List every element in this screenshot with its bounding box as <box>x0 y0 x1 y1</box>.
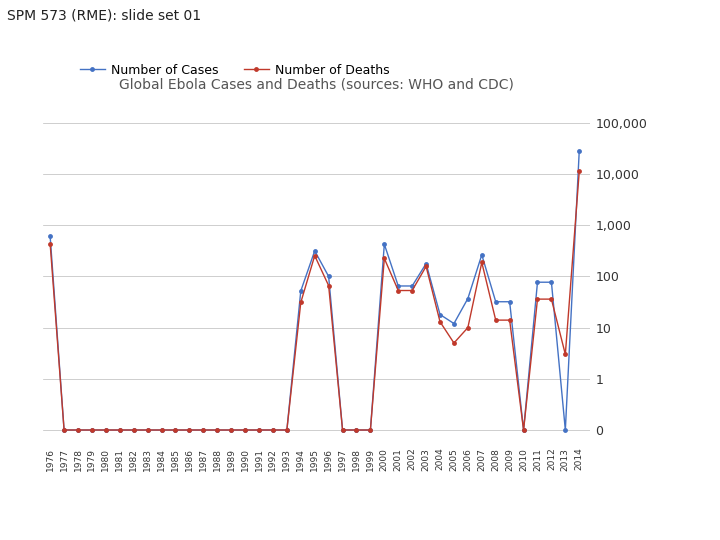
Number of Cases <box>199 427 207 433</box>
Number of Deaths <box>73 427 82 433</box>
Number of Cases <box>408 283 416 289</box>
Number of Cases <box>477 252 486 258</box>
Number of Deaths <box>352 427 361 433</box>
Number of Deaths <box>282 427 291 433</box>
Number of Cases <box>575 147 584 154</box>
Number of Deaths <box>477 259 486 266</box>
Number of Cases <box>338 427 347 433</box>
Number of Cases <box>60 427 68 433</box>
Number of Cases <box>394 283 402 289</box>
Number of Cases <box>534 279 542 286</box>
Number of Deaths <box>297 299 305 306</box>
Number of Deaths <box>255 427 264 433</box>
Number of Cases <box>449 320 458 327</box>
Legend: Number of Cases, Number of Deaths: Number of Cases, Number of Deaths <box>75 58 395 82</box>
Number of Deaths <box>143 427 152 433</box>
Number of Deaths <box>227 427 235 433</box>
Number of Deaths <box>380 255 389 262</box>
Number of Deaths <box>505 317 514 323</box>
Number of Deaths <box>519 427 528 433</box>
Number of Cases <box>297 288 305 294</box>
Number of Cases <box>519 427 528 433</box>
Number of Cases <box>561 427 570 433</box>
Number of Cases <box>310 248 319 254</box>
Number of Deaths <box>88 427 96 433</box>
Number of Cases <box>240 427 249 433</box>
Number of Deaths <box>130 427 138 433</box>
Number of Cases <box>324 273 333 280</box>
Number of Deaths <box>240 427 249 433</box>
Number of Deaths <box>408 287 416 294</box>
Number of Cases <box>130 427 138 433</box>
Number of Deaths <box>60 427 68 433</box>
Number of Deaths <box>185 427 194 433</box>
Number of Deaths <box>338 427 347 433</box>
Number of Deaths <box>547 296 556 302</box>
Number of Deaths <box>436 319 444 325</box>
Number of Deaths <box>491 317 500 323</box>
Number of Cases <box>102 427 110 433</box>
Number of Deaths <box>157 427 166 433</box>
Title: Global Ebola Cases and Deaths (sources: WHO and CDC): Global Ebola Cases and Deaths (sources: … <box>120 78 514 92</box>
Number of Deaths <box>115 427 124 433</box>
Number of Cases <box>88 427 96 433</box>
Number of Cases <box>366 427 374 433</box>
Number of Deaths <box>464 325 472 331</box>
Number of Deaths <box>534 296 542 302</box>
Number of Cases <box>436 311 444 318</box>
Number of Deaths <box>561 351 570 357</box>
Number of Cases <box>115 427 124 433</box>
Number of Cases <box>282 427 291 433</box>
Number of Cases <box>352 427 361 433</box>
Number of Deaths <box>310 252 319 259</box>
Number of Deaths <box>269 427 277 433</box>
Number of Cases <box>46 233 55 240</box>
Number of Cases <box>157 427 166 433</box>
Line: Number of Deaths: Number of Deaths <box>48 169 582 433</box>
Number of Deaths <box>213 427 222 433</box>
Number of Cases <box>505 299 514 305</box>
Number of Deaths <box>199 427 207 433</box>
Number of Deaths <box>422 263 431 269</box>
Number of Cases <box>171 427 180 433</box>
Number of Cases <box>143 427 152 433</box>
Number of Cases <box>269 427 277 433</box>
Number of Cases <box>227 427 235 433</box>
Number of Deaths <box>46 241 55 247</box>
Number of Cases <box>491 299 500 305</box>
Number of Cases <box>380 241 389 247</box>
Number of Cases <box>213 427 222 433</box>
Text: SPM 573 (RME): slide set 01: SPM 573 (RME): slide set 01 <box>7 8 202 22</box>
Number of Cases <box>185 427 194 433</box>
Number of Deaths <box>394 287 402 294</box>
Number of Deaths <box>449 340 458 346</box>
Number of Cases <box>422 260 431 267</box>
Number of Cases <box>547 279 556 286</box>
Number of Deaths <box>171 427 180 433</box>
Number of Cases <box>255 427 264 433</box>
Line: Number of Cases: Number of Cases <box>48 148 582 433</box>
Number of Cases <box>73 427 82 433</box>
Number of Cases <box>464 295 472 302</box>
Number of Deaths <box>324 282 333 289</box>
Number of Deaths <box>575 168 584 174</box>
Number of Deaths <box>102 427 110 433</box>
Number of Deaths <box>366 427 374 433</box>
